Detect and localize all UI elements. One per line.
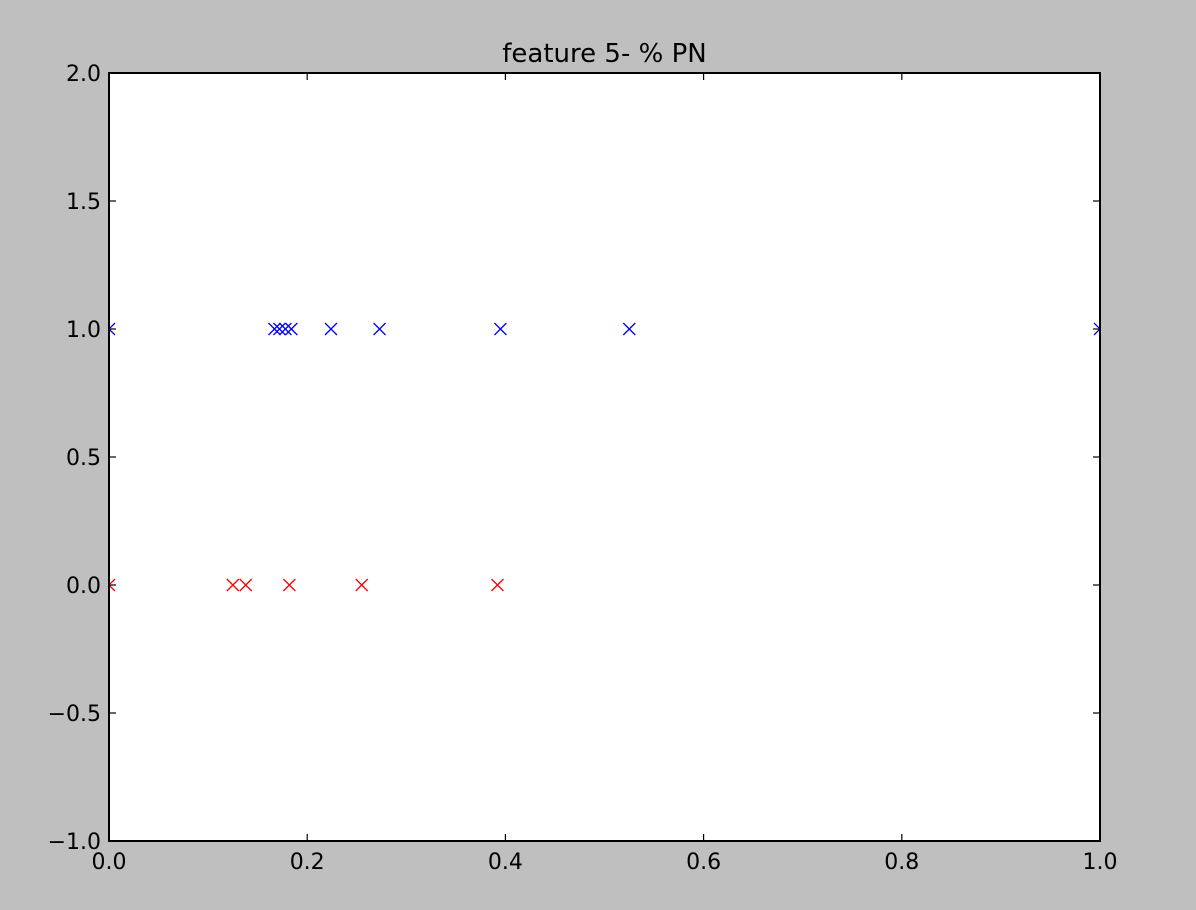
axis-ticks: 0.0 0.2 0.4 0.6 0.8 1.0 −1.0 −0.5 0.0 0.5 1.0 1.5 2.… — [48, 62, 1118, 875]
axes-frame — [108, 72, 1101, 842]
axes-background — [109, 73, 1100, 841]
data-points — [109, 322, 1100, 592]
data-point-marker — [493, 322, 507, 336]
data-point-marker — [373, 322, 387, 336]
chart-title: feature 5- % PN — [502, 39, 706, 69]
y-tick-label: 0.5 — [66, 446, 101, 471]
data-point-marker — [239, 578, 253, 592]
x-tick-label: 0.4 — [488, 850, 523, 875]
x-tick-label: 0.8 — [884, 850, 919, 875]
y-tick-label: 1.5 — [66, 190, 101, 215]
data-point-marker — [282, 578, 296, 592]
data-point-marker — [109, 322, 116, 336]
y-tick-label: 0.0 — [66, 574, 101, 599]
x-tick-label: 1.0 — [1083, 850, 1118, 875]
x-tick-label: 0.2 — [290, 850, 325, 875]
data-point-marker — [324, 322, 338, 336]
data-point-marker — [268, 322, 281, 336]
data-point-marker — [1093, 322, 1100, 336]
x-tick-label: 0.6 — [686, 850, 721, 875]
data-point-marker — [622, 322, 636, 336]
data-point-marker — [272, 322, 286, 336]
data-point-marker — [284, 322, 298, 336]
data-point-marker — [355, 578, 369, 592]
y-tick-label: −1.0 — [48, 830, 101, 855]
y-tick-label: 1.0 — [66, 318, 101, 343]
x-tick-label: 0.0 — [92, 850, 127, 875]
data-point-marker — [491, 578, 504, 592]
data-point-marker — [278, 322, 292, 336]
y-tick-label: −0.5 — [48, 702, 101, 727]
data-point-marker — [226, 578, 240, 592]
data-point-marker — [109, 578, 116, 592]
y-tick-label: 2.0 — [66, 62, 101, 87]
